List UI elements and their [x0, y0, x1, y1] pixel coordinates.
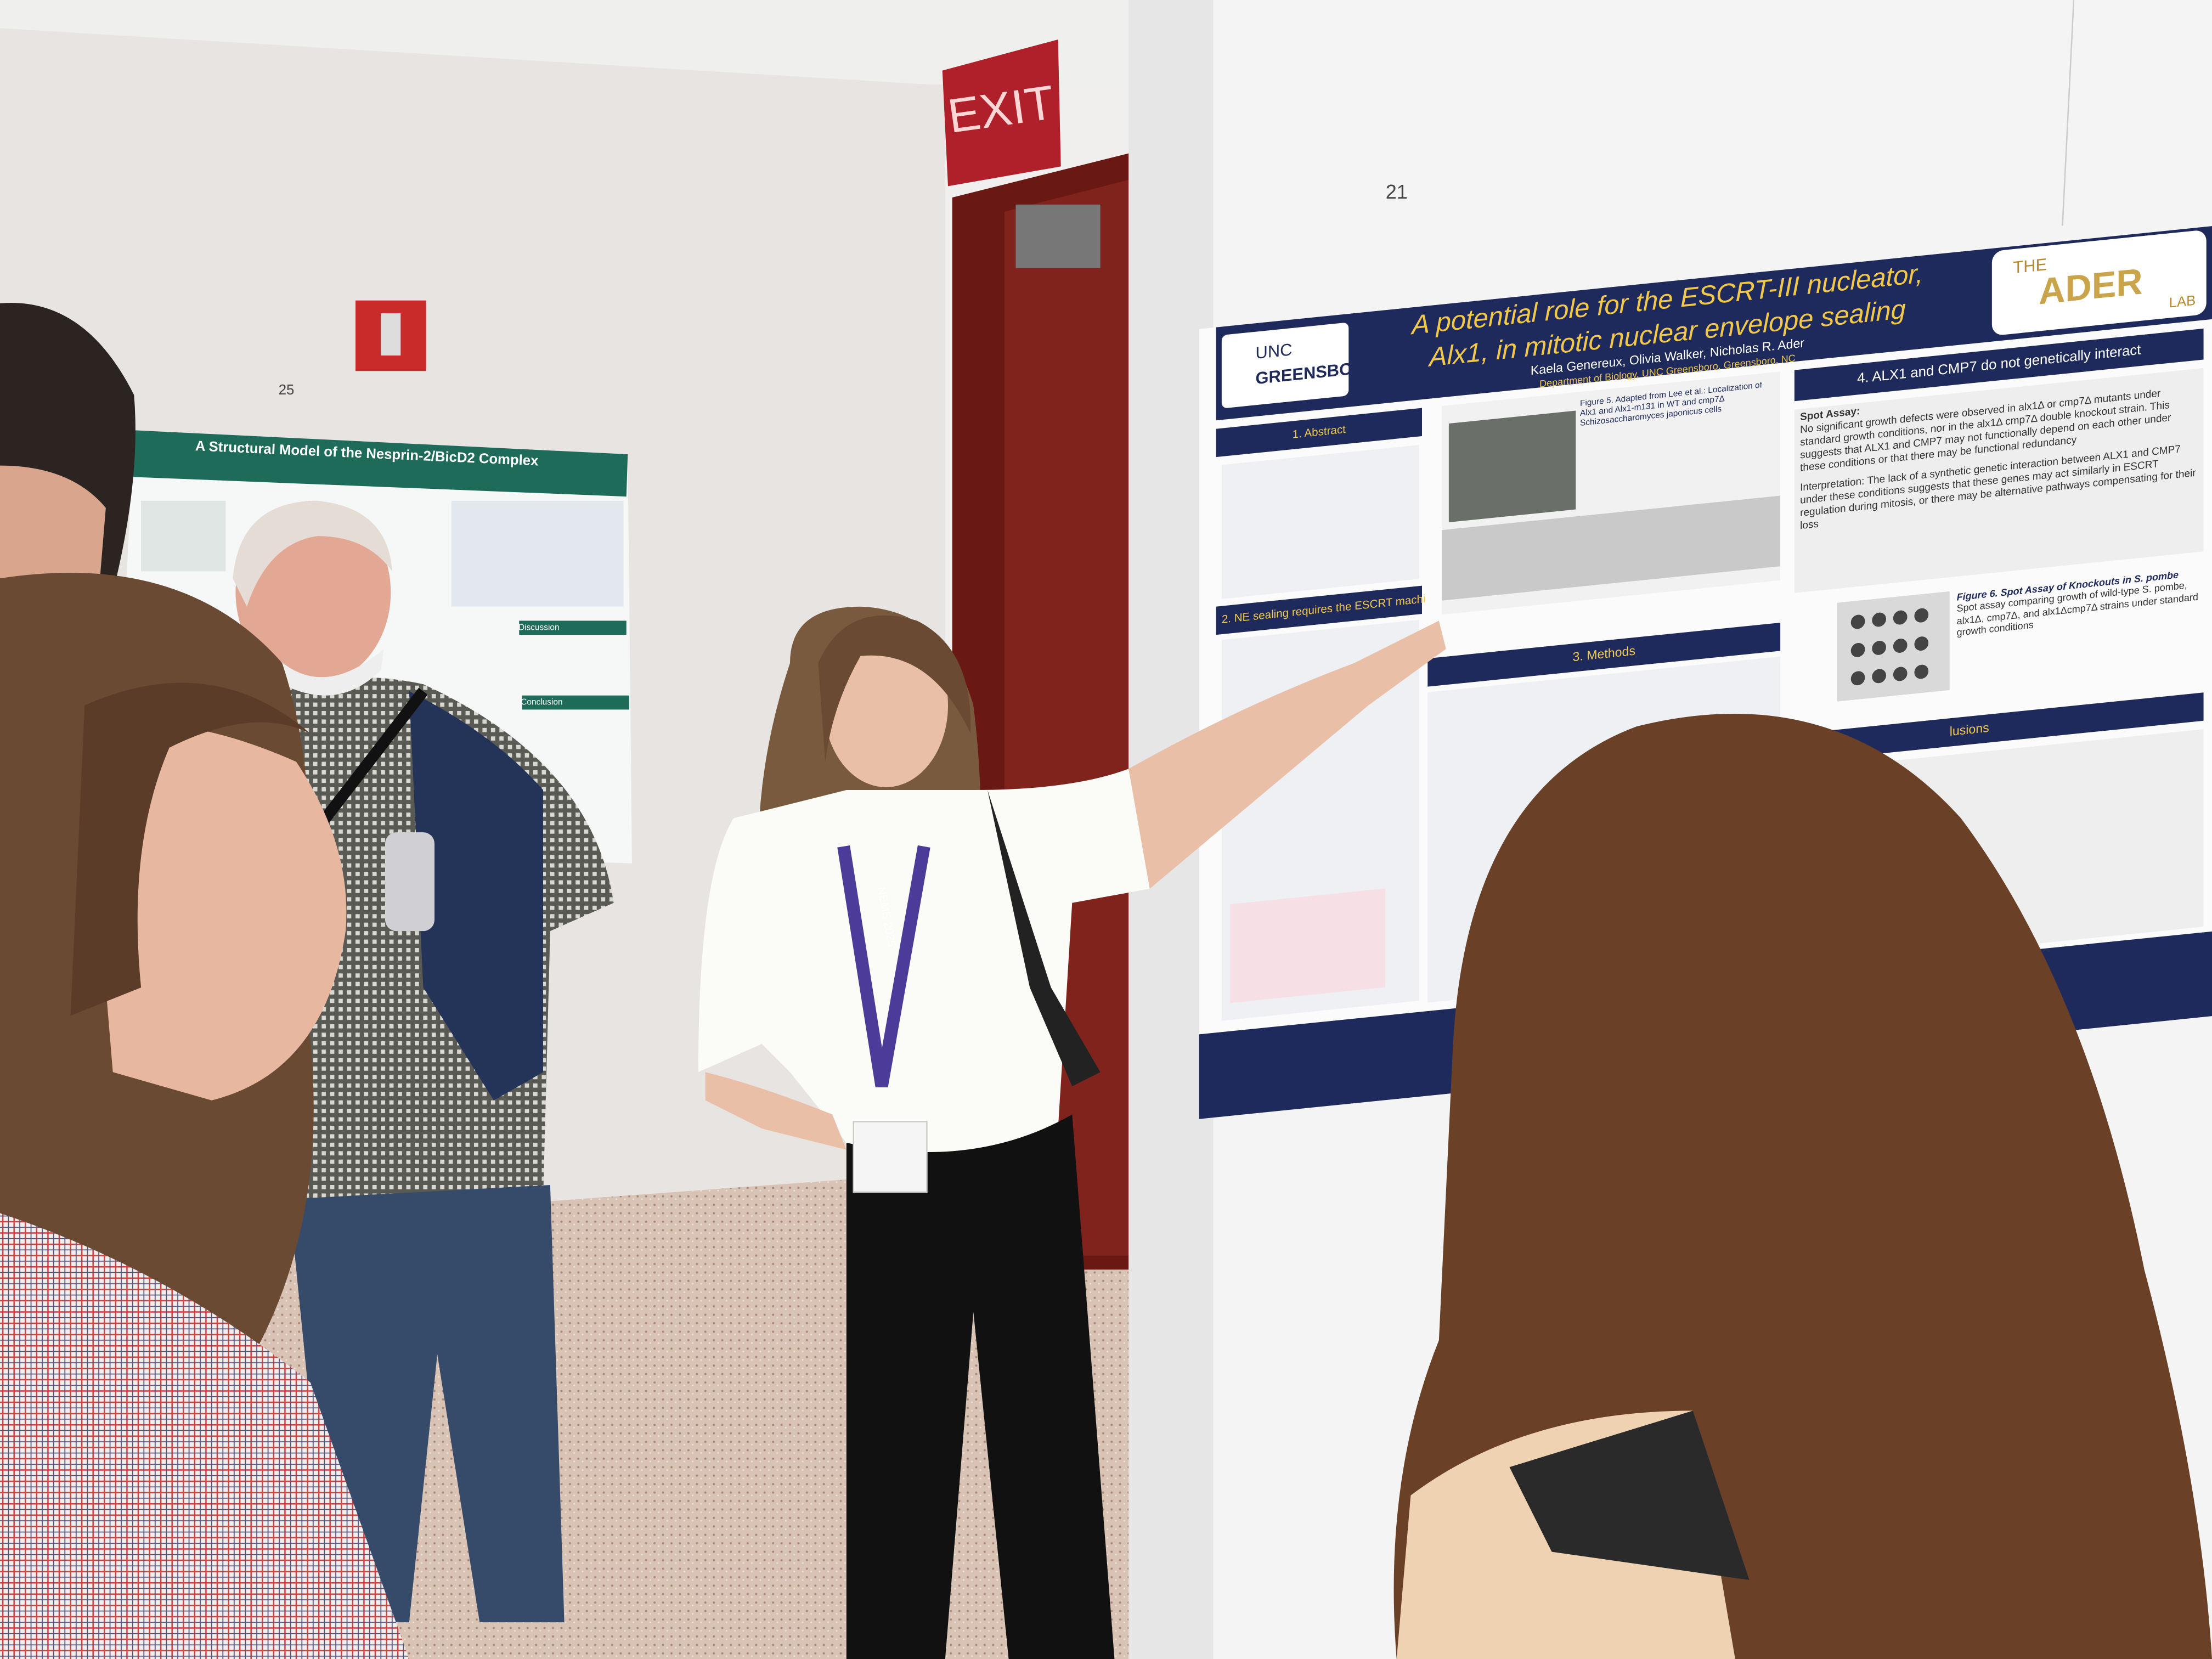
logo-text: LAB — [2169, 293, 2196, 311]
fire-alarm-switch — [381, 313, 401, 356]
spots — [1850, 608, 1929, 686]
door-closer — [1015, 204, 1101, 268]
poster-header — [1216, 225, 2212, 421]
poster-figure — [451, 500, 624, 607]
poster-section-bar — [519, 620, 627, 635]
logo-text: THE — [2013, 255, 2047, 277]
section-bar — [1216, 585, 1423, 635]
older-man — [233, 500, 614, 1623]
poster-heading: Discussion — [518, 623, 560, 632]
logo-right — [1991, 230, 2207, 335]
poster-section-bar — [522, 695, 629, 710]
section-bar — [1427, 622, 1781, 687]
logo-text: UNC — [1256, 340, 1293, 363]
man-far-left — [0, 303, 136, 607]
text-block — [1221, 444, 1419, 599]
poster-heading: Conclusion — [521, 698, 562, 707]
section-bar — [1794, 328, 2204, 402]
text-block — [1794, 368, 2204, 593]
woman-bottom-left — [0, 573, 409, 1659]
room-number: 25 — [279, 382, 295, 398]
micrograph-strip — [1442, 495, 1781, 601]
exit-sign — [942, 40, 1061, 187]
ceiling — [0, 0, 1157, 85]
section-bar — [1794, 692, 2204, 763]
woman-bottom-right — [1393, 713, 2212, 1659]
section-bar — [1216, 408, 1423, 458]
room-number: 21 — [1386, 180, 1408, 203]
presenter: NEME 2025 — [698, 606, 1446, 1659]
figure-caption-box: Figure 5. Adapted from Lee et al.: Local… — [1580, 382, 1762, 429]
diagram — [1230, 888, 1386, 1003]
logo-left — [1221, 323, 1349, 408]
wall-seam — [2062, 0, 2075, 226]
micrograph — [1448, 410, 1576, 523]
poster-text-block — [141, 500, 226, 572]
poster-header — [129, 430, 628, 497]
